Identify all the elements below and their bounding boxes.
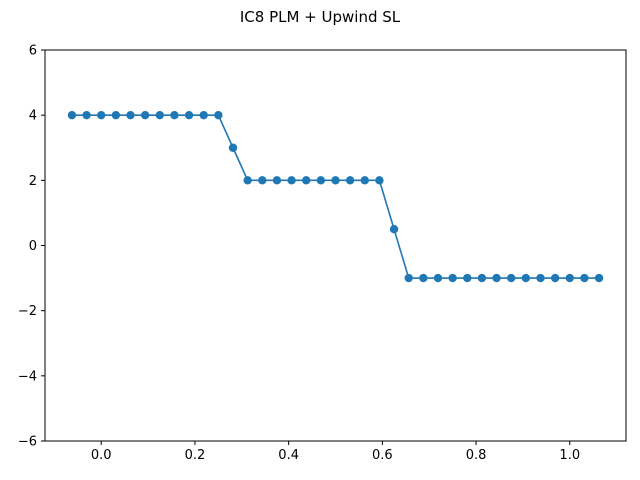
data-point (419, 273, 428, 283)
data-point (345, 176, 355, 185)
data-point (448, 273, 457, 283)
y-tick-label: −6 (18, 435, 37, 450)
y-tick-label: −2 (18, 304, 37, 319)
data-point (214, 110, 223, 120)
chart-title: IC8 PLM + Upwind SL (240, 8, 401, 26)
x-tick-label: 0.2 (185, 448, 206, 463)
data-point (331, 176, 340, 185)
data-point (316, 176, 326, 185)
x-tick-label: 0.4 (278, 448, 299, 463)
data-point (126, 110, 135, 120)
data-point (228, 143, 238, 152)
x-tick-label: 1.0 (559, 448, 580, 463)
data-point (404, 273, 413, 283)
data-point (565, 273, 574, 283)
data-point (507, 273, 516, 283)
data-point (536, 273, 545, 283)
data-point (375, 176, 384, 185)
data-point (155, 110, 164, 120)
y-tick-label: 6 (29, 44, 37, 59)
y-tick-label: 4 (29, 109, 37, 124)
data-point (82, 110, 91, 120)
data-point (272, 176, 282, 185)
series-line (71, 114, 600, 279)
axes-frame (44, 49, 627, 442)
data-point (140, 110, 150, 120)
data-point (433, 273, 443, 283)
data-point (258, 176, 267, 185)
data-point (243, 176, 252, 185)
data-point (477, 273, 487, 283)
data-point (463, 273, 472, 283)
data-point (97, 110, 106, 120)
x-tick-label: 0.8 (466, 448, 487, 463)
y-tick-label: −4 (18, 369, 37, 384)
data-point (550, 273, 560, 283)
data-point (170, 110, 179, 120)
y-tick-label: 2 (29, 174, 37, 189)
axes: 0.0 0.2 0.4 0.6 0.8 1.0 −6 −4 −2 0 2 4 6 (18, 44, 627, 463)
data-point (580, 273, 589, 283)
data-point (521, 273, 531, 283)
data-point (302, 176, 311, 185)
data-point (360, 176, 369, 185)
x-tick-label: 0.6 (372, 448, 393, 463)
x-tick-label: 0.0 (91, 448, 112, 463)
data-point (67, 110, 77, 120)
plot-area (67, 110, 604, 283)
data-point (492, 273, 501, 283)
y-tick-label: 0 (29, 239, 37, 254)
data-point (111, 110, 121, 120)
data-point (287, 176, 296, 185)
data-point (199, 110, 208, 120)
data-point (594, 273, 604, 283)
data-point (389, 225, 399, 234)
data-point (184, 110, 194, 120)
